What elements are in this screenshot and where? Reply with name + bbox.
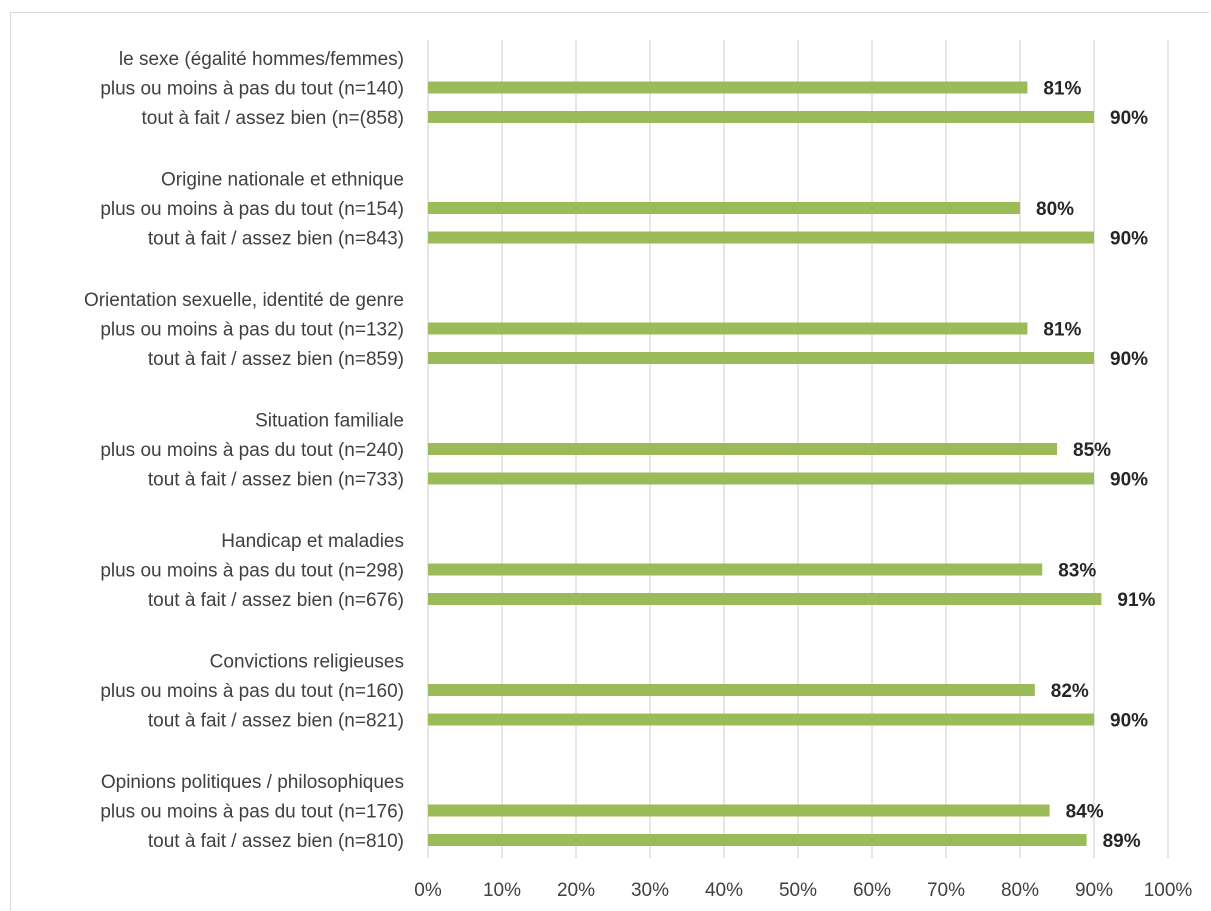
bar-label: tout à fait / assez bien (n=(858): [142, 108, 404, 129]
bar-label: plus ou moins à pas du tout (n=132): [100, 320, 404, 341]
group-title: Situation familiale: [255, 411, 404, 432]
bar: [428, 443, 1057, 455]
value-labels: 81% 90% 80% 90% 81% 90% 85% 90% 83% 91% 82% 90% 84% 8…: [1036, 79, 1156, 853]
data-label: 80%: [1036, 199, 1074, 220]
bars: [428, 81, 1102, 846]
bar: [428, 322, 1028, 335]
data-label: 90%: [1110, 108, 1148, 129]
bar-label: plus ou moins à pas du tout (n=176): [100, 802, 404, 823]
bar-label: tout à fait / assez bien (n=810): [148, 831, 404, 852]
data-label: 90%: [1110, 229, 1148, 250]
bar: [428, 81, 1028, 94]
group-title: Handicap et maladies: [221, 531, 404, 552]
bar: [428, 111, 1094, 123]
group-title: Convictions religieuses: [210, 652, 404, 673]
data-label: 81%: [1043, 320, 1081, 341]
x-tick-label: 40%: [705, 880, 743, 901]
data-label: 85%: [1073, 440, 1111, 461]
bar: [428, 834, 1087, 846]
data-label: 91%: [1117, 590, 1155, 611]
x-tick-label: 100%: [1144, 880, 1193, 901]
bar-label: plus ou moins à pas du tout (n=298): [100, 561, 404, 582]
bar: [428, 684, 1035, 696]
x-tick-label: 0%: [414, 880, 442, 901]
bar: [428, 472, 1094, 485]
group-title: Opinions politiques / philosophiques: [101, 772, 404, 793]
data-label: 90%: [1110, 711, 1148, 732]
data-label: 90%: [1110, 349, 1148, 370]
chart-frame: [10, 12, 1209, 911]
bar: [428, 804, 1050, 817]
x-tick-label: 90%: [1075, 880, 1113, 901]
x-tick-label: 20%: [557, 880, 595, 901]
group-title: le sexe (égalité hommes/femmes): [119, 49, 404, 70]
bar: [428, 593, 1102, 605]
x-tick-label: 10%: [483, 880, 521, 901]
x-tick-label: 30%: [631, 880, 669, 901]
bar: [428, 713, 1094, 726]
bar-label: tout à fait / assez bien (n=733): [148, 470, 404, 491]
bar-label: plus ou moins à pas du tout (n=154): [100, 199, 404, 220]
bar: [428, 202, 1020, 214]
bar-label: tout à fait / assez bien (n=676): [148, 590, 404, 611]
data-label: 82%: [1051, 681, 1089, 702]
bar-label: plus ou moins à pas du tout (n=140): [100, 79, 404, 100]
data-label: 81%: [1043, 79, 1081, 100]
data-label: 83%: [1058, 561, 1096, 582]
x-tick-label: 50%: [779, 880, 817, 901]
category-labels: le sexe (égalité hommes/femmes) plus ou m…: [84, 49, 404, 852]
x-tick-label: 80%: [1001, 880, 1039, 901]
bar: [428, 231, 1094, 244]
bar-label: plus ou moins à pas du tout (n=160): [100, 681, 404, 702]
group-title: Origine nationale et ethnique: [161, 170, 404, 191]
bar-label: tout à fait / assez bien (n=843): [148, 229, 404, 250]
bar-label: tout à fait / assez bien (n=859): [148, 349, 404, 370]
bar-label: tout à fait / assez bien (n=821): [148, 711, 404, 732]
data-label: 84%: [1066, 802, 1104, 823]
x-axis-ticks: 0% 10% 20% 30% 40% 50% 60% 70% 80% 90% 100%: [414, 880, 1192, 901]
group-title: Orientation sexuelle, identité de genre: [84, 290, 404, 311]
bar: [428, 352, 1094, 364]
bar: [428, 563, 1043, 576]
x-tick-label: 70%: [927, 880, 965, 901]
bar-label: plus ou moins à pas du tout (n=240): [100, 440, 404, 461]
data-label: 89%: [1103, 831, 1141, 852]
data-label: 90%: [1110, 470, 1148, 491]
x-tick-label: 60%: [853, 880, 891, 901]
